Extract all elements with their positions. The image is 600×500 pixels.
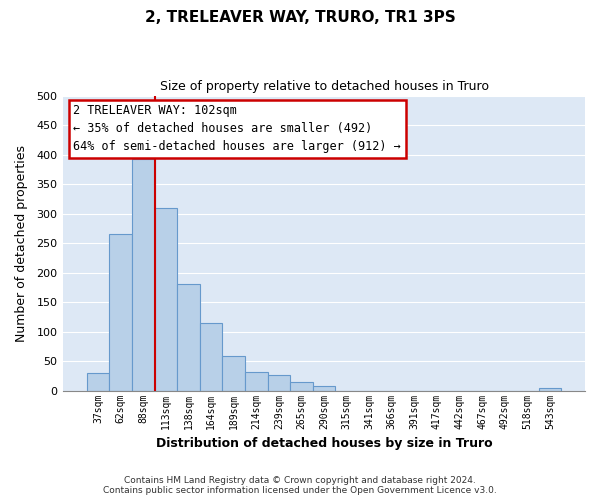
Bar bbox=[539, 388, 561, 390]
Bar bbox=[245, 372, 268, 390]
X-axis label: Distribution of detached houses by size in Truro: Distribution of detached houses by size … bbox=[155, 437, 493, 450]
Bar bbox=[268, 376, 290, 390]
Bar bbox=[200, 323, 223, 390]
Bar bbox=[132, 158, 155, 390]
Text: 2, TRELEAVER WAY, TRURO, TR1 3PS: 2, TRELEAVER WAY, TRURO, TR1 3PS bbox=[145, 10, 455, 25]
Bar bbox=[177, 284, 200, 391]
Bar bbox=[109, 234, 132, 390]
Bar bbox=[313, 386, 335, 390]
Bar bbox=[223, 356, 245, 390]
Bar bbox=[290, 382, 313, 390]
Y-axis label: Number of detached properties: Number of detached properties bbox=[15, 144, 28, 342]
Title: Size of property relative to detached houses in Truro: Size of property relative to detached ho… bbox=[160, 80, 488, 93]
Text: 2 TRELEAVER WAY: 102sqm
← 35% of detached houses are smaller (492)
64% of semi-d: 2 TRELEAVER WAY: 102sqm ← 35% of detache… bbox=[73, 104, 401, 154]
Bar bbox=[155, 208, 177, 390]
Bar bbox=[87, 373, 109, 390]
Text: Contains HM Land Registry data © Crown copyright and database right 2024.
Contai: Contains HM Land Registry data © Crown c… bbox=[103, 476, 497, 495]
